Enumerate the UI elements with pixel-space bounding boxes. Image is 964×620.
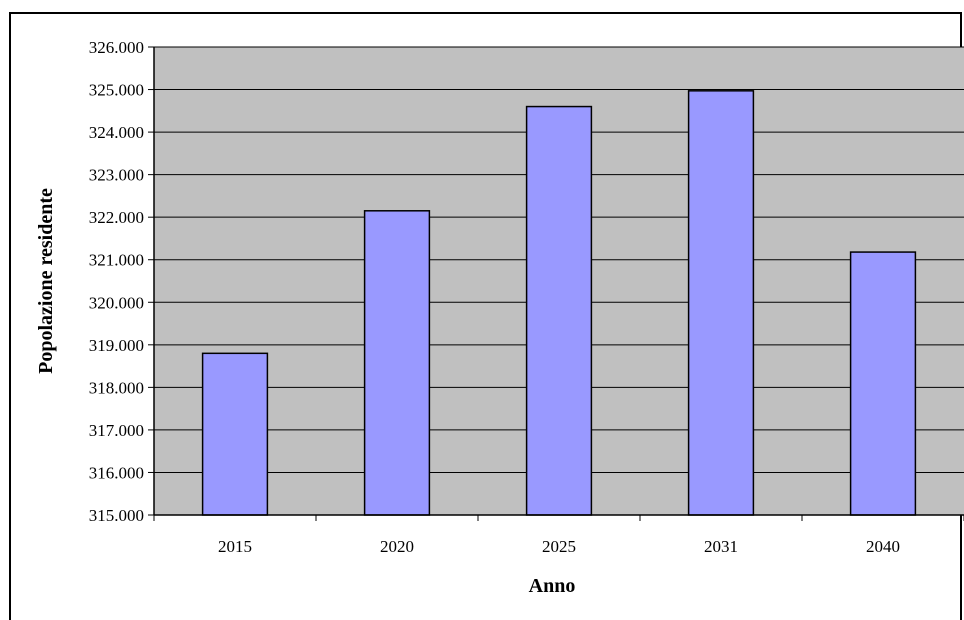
bar-2031	[687, 90, 755, 516]
y-tick-label: 325.000	[89, 81, 144, 100]
y-tick-label: 321.000	[89, 251, 144, 270]
bar-2040	[849, 251, 917, 516]
x-tick-label: 2020	[380, 537, 414, 556]
y-tick-label: 320.000	[89, 293, 144, 312]
y-tick-label: 323.000	[89, 166, 144, 185]
x-tick-label: 2040	[866, 537, 900, 556]
x-tick-labels: 2015 2020 2025 2031 2040	[218, 537, 900, 556]
y-tick-label: 319.000	[89, 336, 144, 355]
bar-2020	[363, 210, 431, 516]
y-tick-label: 315.000	[89, 506, 144, 525]
y-tick-label: 317.000	[89, 421, 144, 440]
x-axis-title: Anno	[529, 575, 576, 597]
x-tick-label: 2015	[218, 537, 252, 556]
y-tick-label: 322.000	[89, 208, 144, 227]
bar-2015	[201, 352, 269, 516]
y-tick-label: 316.000	[89, 463, 144, 482]
x-tick-label: 2025	[542, 537, 576, 556]
axes	[148, 46, 964, 521]
y-tick-label: 318.000	[89, 378, 144, 397]
y-tick-label: 324.000	[89, 123, 144, 142]
y-axis-title: Popolazione residente	[35, 188, 57, 374]
bars	[201, 90, 917, 516]
y-tick-labels: 315.000 316.000 317.000 318.000 319.000 320.0…	[89, 38, 144, 525]
x-tick-label: 2031	[704, 537, 738, 556]
bar-2025	[525, 105, 593, 516]
y-tick-label: 326.000	[89, 38, 144, 57]
